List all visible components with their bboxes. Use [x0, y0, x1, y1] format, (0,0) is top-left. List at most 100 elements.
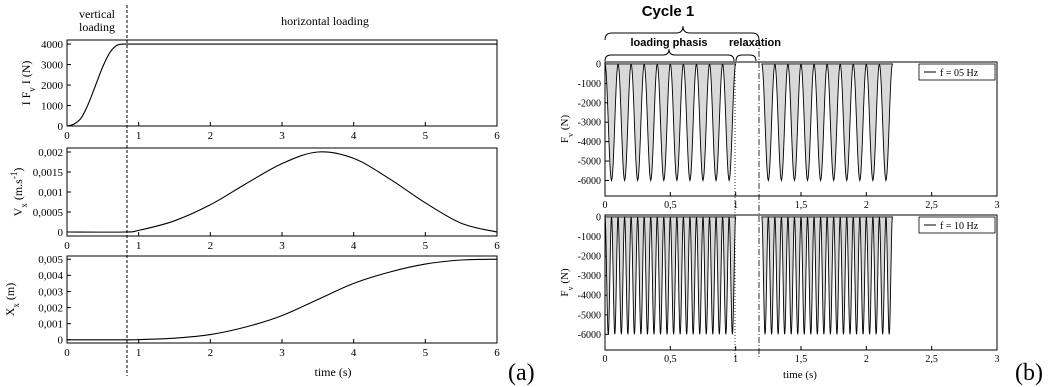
x-tick-label: 1 — [136, 130, 142, 142]
pulse-area — [788, 64, 801, 181]
pulse-area — [710, 217, 717, 334]
pulse-area — [618, 217, 625, 334]
pulse-area — [644, 64, 657, 181]
y-tick-label: -1000 — [578, 232, 601, 243]
x-tick-label: 3 — [279, 240, 285, 252]
y-tick-label: 4000 — [41, 39, 64, 51]
legend-label: f = 10 Hz — [940, 221, 979, 232]
y-tick-label: -2000 — [578, 252, 601, 263]
y-tick-label: 2000 — [41, 80, 64, 92]
x-tick-label: 2 — [208, 130, 214, 142]
pulse-area — [723, 217, 730, 334]
y-tick-label: 0,002 — [38, 302, 63, 314]
pulse-area — [657, 217, 664, 334]
pulse-area — [644, 217, 651, 334]
relaxation-brace — [736, 55, 756, 61]
x-tick-label: 1 — [733, 354, 738, 365]
axes-frame — [67, 256, 497, 343]
x-tick-label: 2 — [208, 240, 214, 252]
pulse-area — [840, 217, 847, 334]
x-tick-label: 2 — [864, 354, 869, 365]
pulse-area — [801, 217, 808, 334]
loading-brace — [605, 49, 734, 61]
plot-force-magnitude: 0 1 2 3 4 5 6 0 1000 2000 3000 4000 I Fv I (N) — [19, 39, 500, 142]
plot-displacement: 0 1 2 3 4 5 6 0 0,001 0,002 0,003 0,004 0,005 Xx (m) — [3, 254, 500, 359]
x-tick-label: 0,5 — [664, 200, 677, 211]
x-tick-label: 5 — [423, 240, 429, 252]
y-tick-label: -5000 — [578, 310, 601, 321]
y-tick-label: -3000 — [578, 118, 601, 129]
x-tick-label: 0 — [603, 354, 608, 365]
pulse-area — [710, 64, 723, 181]
x-tick-label: 3 — [995, 354, 1000, 365]
x-tick-label: 0 — [64, 347, 70, 359]
y-tick-label: -2000 — [578, 98, 601, 109]
pulse-area — [716, 217, 723, 334]
pulse-area — [879, 64, 892, 181]
y-tick-label: 0,002 — [38, 147, 63, 159]
plot-force-10hz: 0 0,5 1 1,5 2 2,5 3 0 -1000 -2000 -3000 -4000 -5000 -… — [559, 212, 1000, 365]
x-tick-label: 4 — [351, 130, 357, 142]
pulse-area — [664, 217, 671, 334]
pulse-area — [853, 217, 860, 334]
pulse-area — [625, 217, 632, 334]
y-tick-label: 0 — [596, 212, 601, 223]
y-tick-label: 0,0005 — [33, 207, 64, 219]
vertical-loading-label-2: loading — [79, 20, 115, 34]
pulse-area — [631, 217, 638, 334]
y-tick-label: -4000 — [578, 137, 601, 148]
legend-label: f = 05 Hz — [940, 68, 979, 79]
y-tick-label: 0,004 — [38, 270, 63, 282]
pulse-area — [788, 217, 795, 334]
x-tick-label: 6 — [494, 347, 500, 359]
pulse-area — [840, 64, 853, 181]
y-tick-label: -6000 — [578, 176, 601, 187]
panel-label-a: (a) — [508, 360, 535, 386]
series-line — [67, 259, 497, 340]
panel-a-xlabel: time (s) — [315, 365, 352, 379]
x-tick-label: 2,5 — [925, 354, 938, 365]
pulse-area — [670, 64, 683, 181]
x-tick-label: 3 — [279, 347, 285, 359]
y-tick-label: 0 — [58, 227, 64, 239]
pulse-area — [821, 217, 828, 334]
panel-label-b: (b) — [1015, 360, 1043, 386]
y-axis-label: I Fv I (N) — [19, 61, 37, 106]
pulse-area — [781, 217, 788, 334]
y-tick-label: -5000 — [578, 157, 601, 168]
pulse-area — [631, 64, 644, 181]
y-tick-label: -1000 — [578, 79, 601, 90]
horizontal-loading-label: horizontal loading — [281, 14, 369, 28]
x-tick-label: 0 — [64, 240, 70, 252]
x-tick-label: 0,5 — [664, 354, 677, 365]
pulse-area — [670, 217, 677, 334]
pulse-area — [612, 217, 619, 334]
series-line — [67, 152, 497, 232]
y-tick-label: 0,005 — [38, 254, 63, 266]
x-tick-label: 3 — [279, 130, 285, 142]
x-tick-label: 0 — [64, 130, 70, 142]
pulse-area — [657, 64, 670, 181]
pulse-area — [860, 217, 867, 334]
x-tick-label: 0 — [603, 200, 608, 211]
x-tick-label: 4 — [351, 347, 357, 359]
y-tick-label: -3000 — [578, 271, 601, 282]
pulse-area — [683, 217, 690, 334]
cycle-label: Cycle 1 — [642, 3, 695, 20]
pulse-area — [762, 64, 775, 181]
pulse-area — [638, 217, 645, 334]
pulse-area — [873, 217, 880, 334]
x-tick-label: 2 — [208, 347, 214, 359]
pulse-area — [853, 64, 866, 181]
x-tick-label: 5 — [423, 130, 429, 142]
pulse-area — [677, 217, 684, 334]
pulse-area — [723, 64, 736, 181]
y-tick-label: 0,0015 — [33, 167, 64, 179]
pulse-area — [775, 64, 788, 181]
y-tick-label: -6000 — [578, 330, 601, 341]
pulse-area — [814, 217, 821, 334]
x-tick-label: 1 — [136, 240, 142, 252]
pulse-area — [886, 217, 893, 334]
series-line — [67, 44, 497, 126]
y-tick-label: 0 — [58, 121, 64, 133]
